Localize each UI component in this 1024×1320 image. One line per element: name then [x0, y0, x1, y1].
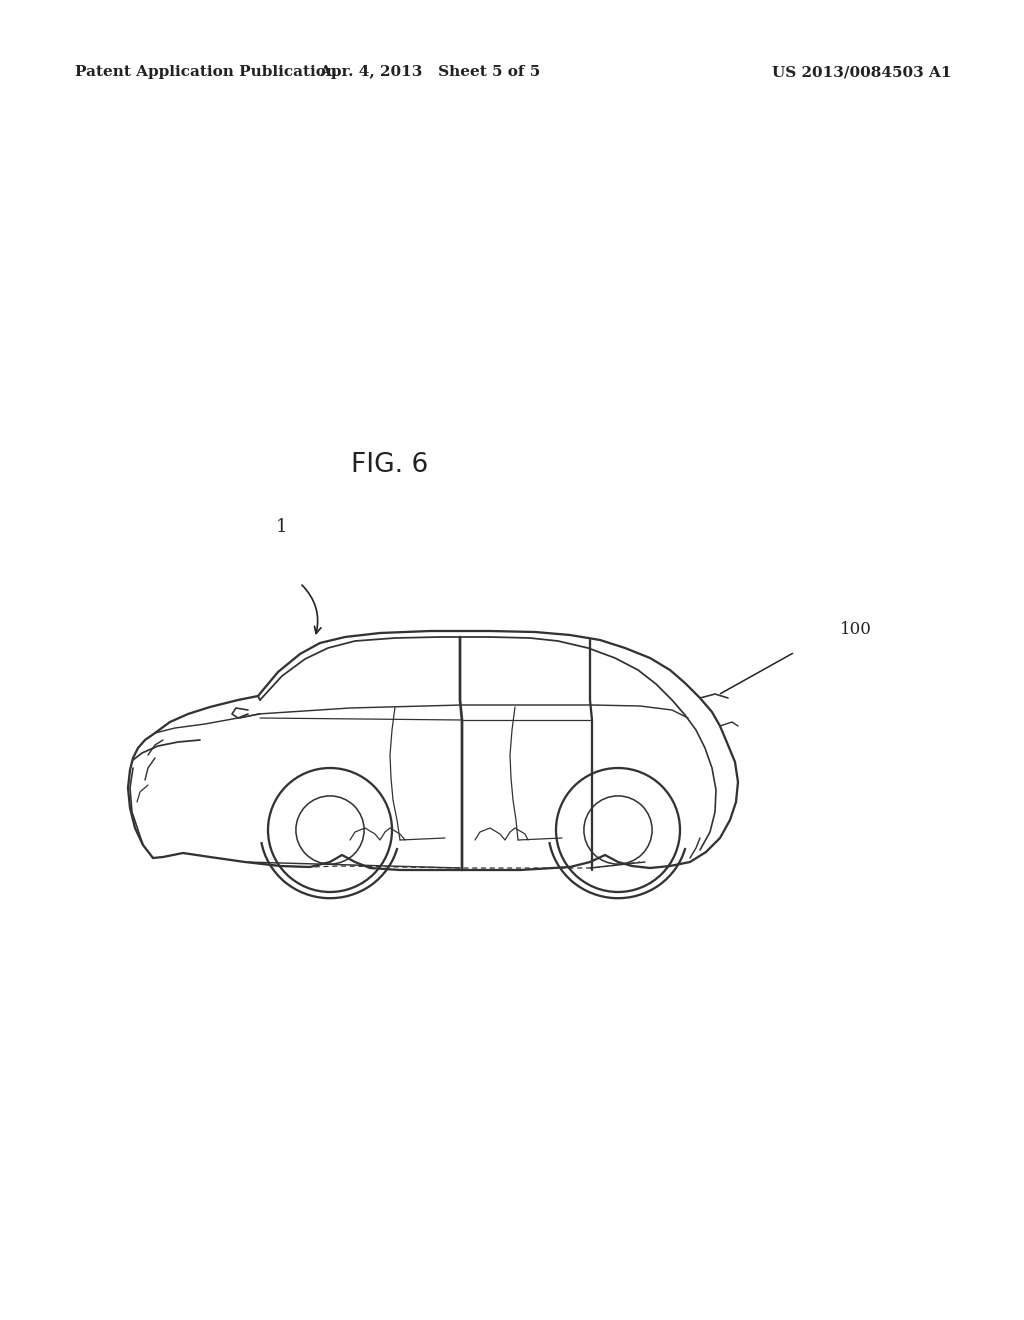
Text: Patent Application Publication: Patent Application Publication [75, 65, 337, 79]
Text: 100: 100 [840, 622, 871, 639]
Text: 1: 1 [276, 517, 288, 536]
Text: US 2013/0084503 A1: US 2013/0084503 A1 [772, 65, 952, 79]
Text: FIG. 6: FIG. 6 [351, 451, 429, 478]
Text: Apr. 4, 2013   Sheet 5 of 5: Apr. 4, 2013 Sheet 5 of 5 [319, 65, 541, 79]
